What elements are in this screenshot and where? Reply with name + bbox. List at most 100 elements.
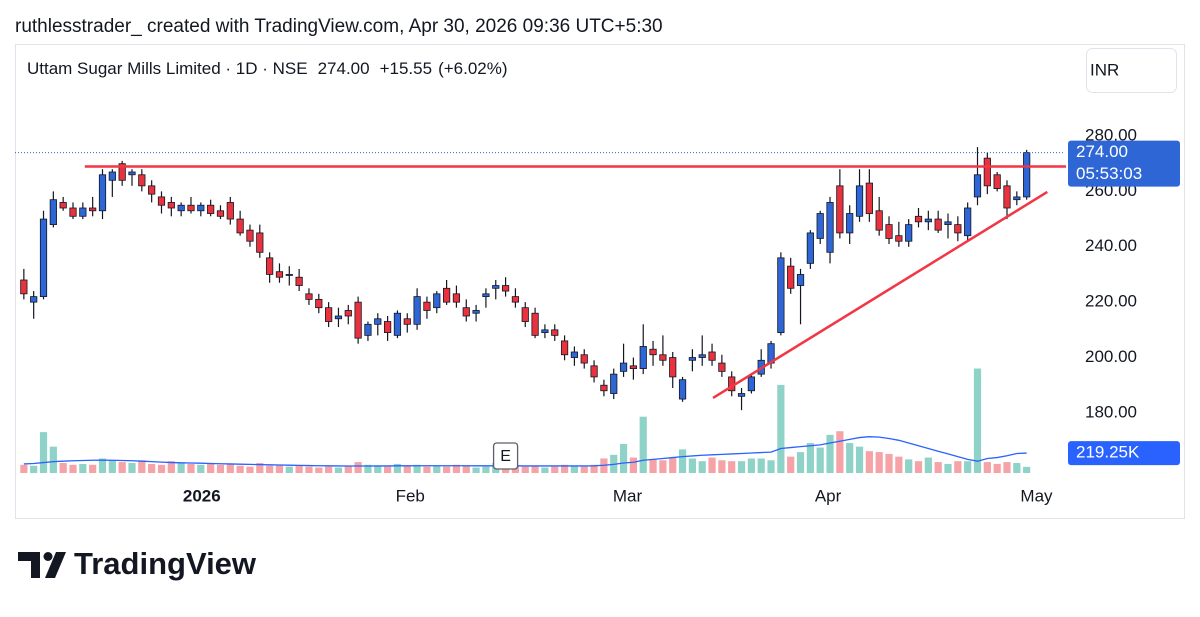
volume-ma-tag xyxy=(1068,441,1180,466)
x-tick-label: May xyxy=(1020,486,1053,505)
volume-bar xyxy=(993,463,1001,473)
candle-body xyxy=(108,171,116,181)
candle-body xyxy=(973,174,982,198)
volume-bar xyxy=(315,467,323,473)
volume-bar xyxy=(325,466,333,473)
candle-body xyxy=(983,157,991,187)
candle-body xyxy=(256,232,264,253)
volume-bar xyxy=(1023,466,1031,473)
volume-bar xyxy=(914,461,923,473)
candle-body xyxy=(30,296,38,303)
volume-bar xyxy=(108,460,116,473)
candle-body xyxy=(1013,196,1021,201)
x-tick-label: 2026 xyxy=(183,486,221,505)
volume-bar xyxy=(570,465,579,473)
candle-body xyxy=(226,202,234,220)
volume-bar xyxy=(216,464,225,473)
candle-body xyxy=(718,362,726,372)
candle-body xyxy=(187,204,195,212)
price-tag-value: 274.00 xyxy=(1076,142,1128,161)
event-marker xyxy=(492,442,519,470)
volume-bar xyxy=(49,446,57,473)
volume-bar xyxy=(128,463,136,473)
volume-bar xyxy=(285,466,293,473)
y-tick-label: 180.00 xyxy=(1085,402,1137,421)
volume-bar xyxy=(747,458,755,473)
candle-body xyxy=(344,310,352,317)
currency[interactable]: INR xyxy=(1090,60,1119,79)
candle-body xyxy=(354,301,362,339)
volume-ma-line xyxy=(23,436,1027,467)
volume-bar xyxy=(79,463,87,473)
candle-body xyxy=(521,307,529,322)
volume-bar xyxy=(98,458,107,473)
candle-body xyxy=(747,376,755,392)
volume-bar xyxy=(197,464,205,473)
volume-bar xyxy=(905,459,913,473)
volume-bar xyxy=(629,457,637,473)
candle-body xyxy=(148,185,156,195)
candle-body xyxy=(413,296,421,325)
y-tick-label: 200.00 xyxy=(1085,347,1137,366)
candle-body xyxy=(944,221,952,226)
volume-bar xyxy=(236,465,244,473)
candle-body xyxy=(993,174,1001,190)
candle-body xyxy=(501,285,510,292)
volume-bar xyxy=(944,463,952,473)
candle-body xyxy=(590,365,598,378)
candle-body xyxy=(816,213,824,239)
volume-bar xyxy=(688,458,696,473)
price-tag-countdown: 05:53:03 xyxy=(1076,164,1142,183)
volume-bar xyxy=(619,443,628,473)
volume-bar xyxy=(393,463,402,473)
candle-body xyxy=(560,340,569,356)
volume-bar xyxy=(364,464,372,473)
volume-bar xyxy=(964,461,972,473)
candle-body xyxy=(806,232,814,264)
volume-bar xyxy=(413,464,421,473)
volume-bar xyxy=(551,466,559,473)
currency-box[interactable] xyxy=(1086,48,1177,93)
symbol-title: Uttam Sugar Mills Limited · 1D · NSE xyxy=(27,59,308,78)
quote-change-pct: (+6.02%) xyxy=(438,59,507,78)
candle-body xyxy=(708,351,716,361)
volume-bar xyxy=(1003,462,1011,473)
volume-bar xyxy=(423,466,431,473)
candle-body xyxy=(836,185,844,234)
candle-body xyxy=(551,329,559,336)
candle-body xyxy=(197,204,205,212)
candle-body xyxy=(846,213,854,234)
candle-body xyxy=(914,215,923,223)
quote-change: +15.55 xyxy=(380,59,432,78)
volume-bar xyxy=(924,457,932,473)
candle-body xyxy=(905,224,913,242)
volume-bar xyxy=(541,467,549,473)
candle-body xyxy=(649,348,657,356)
quote-price: 274.00 xyxy=(318,59,370,78)
volume-bar xyxy=(20,464,28,473)
candle-body xyxy=(452,293,461,303)
volume-bar xyxy=(334,467,343,473)
candle-body xyxy=(787,265,795,289)
volume-bar xyxy=(698,461,706,473)
volume-bar xyxy=(354,462,362,473)
volume-bar xyxy=(266,465,274,473)
volume-bar xyxy=(403,465,411,473)
volume-bar xyxy=(885,453,893,473)
volume-bar xyxy=(708,457,716,473)
x-tick-label: Feb xyxy=(396,486,425,505)
candle-body xyxy=(629,365,637,370)
volume-bar xyxy=(433,465,441,473)
plot-pane xyxy=(20,147,1031,473)
candle-body xyxy=(688,357,696,361)
candle-body xyxy=(570,351,579,358)
volume-bar xyxy=(295,465,303,473)
candle-body xyxy=(737,393,746,397)
event-label: E xyxy=(500,448,511,465)
candle-body xyxy=(698,354,706,358)
volume-bar xyxy=(973,368,982,473)
candle-body xyxy=(511,296,520,303)
chart-title: Uttam Sugar Mills Limited · 1D · NSE 274.… xyxy=(27,59,508,78)
volume-bar xyxy=(59,463,67,473)
candle-body xyxy=(177,204,185,212)
